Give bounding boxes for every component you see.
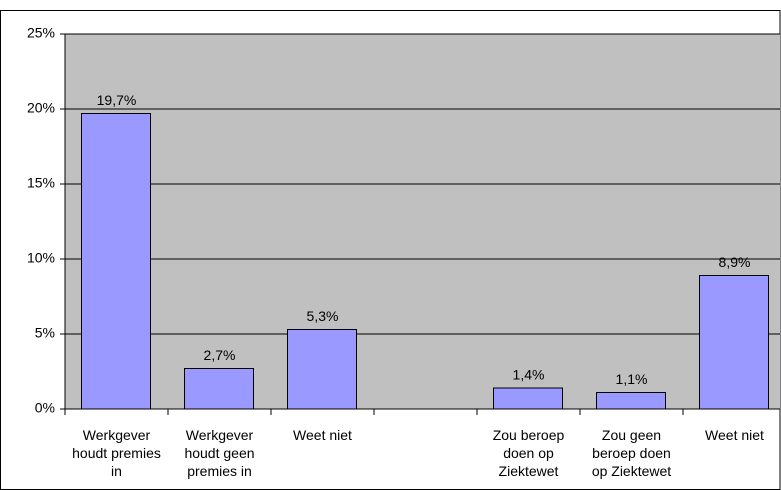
bar (287, 329, 357, 410)
y-tick-label: 10% (27, 250, 55, 266)
bar (184, 368, 254, 410)
bar (493, 387, 563, 410)
y-tick-label: 5% (35, 325, 55, 341)
x-tick-label: Werkgever houdt geen premies in (184, 427, 255, 479)
data-label: 1,1% (616, 371, 648, 387)
data-label: 19,7% (97, 92, 137, 108)
data-label: 2,7% (204, 347, 236, 363)
plot-area (65, 34, 780, 409)
x-tick-label: Zou beroep doen op Ziektewet (492, 427, 565, 479)
bar (596, 392, 666, 410)
data-label: 1,4% (513, 367, 545, 383)
bar (699, 275, 769, 410)
bar (81, 113, 151, 410)
y-tick-label: 15% (27, 175, 55, 191)
y-tick-label: 25% (27, 25, 55, 41)
x-tick-label: Werkgever houdt premies in (72, 427, 161, 479)
data-label: 5,3% (307, 308, 339, 324)
x-tick-label: Zou geen beroep doen op Ziektewet (591, 427, 672, 479)
data-label: 8,9% (719, 254, 751, 270)
y-tick-label: 20% (27, 100, 55, 116)
x-tick-label: Weet niet (293, 427, 352, 443)
y-tick-label: 0% (35, 400, 55, 416)
x-tick-label: Weet niet (705, 427, 764, 443)
